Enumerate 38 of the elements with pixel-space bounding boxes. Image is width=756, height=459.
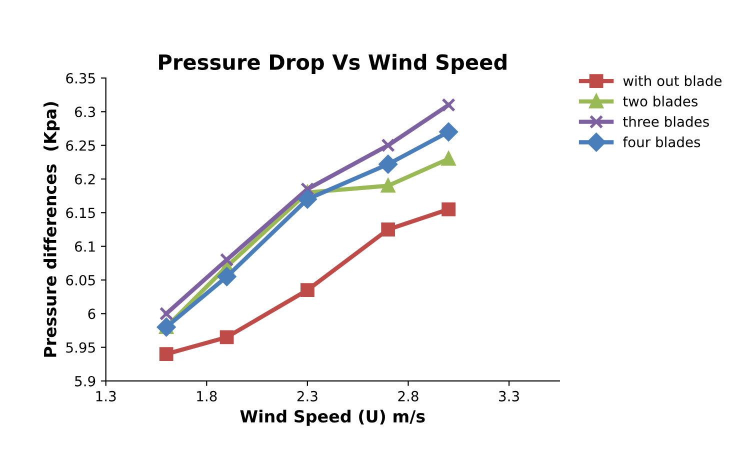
- y-tick-label: 6.25: [66, 140, 95, 151]
- y-tick-label: 6.15: [66, 208, 95, 218]
- point: [218, 267, 236, 286]
- y-tick-label: 5.9: [75, 376, 96, 386]
- legend-label: with out blade: [623, 75, 722, 86]
- y-tick-label: 6.1: [75, 241, 95, 252]
- chart-title: Pressure Drop Vs Wind Speed: [159, 54, 506, 74]
- legend-label: two blades: [623, 96, 698, 107]
- x-tick-label: 1.3: [96, 390, 116, 402]
- legend-label: four blades: [623, 136, 700, 148]
- y-tick-label: 5.95: [66, 342, 95, 353]
- point: [300, 182, 314, 196]
- y-tick-label: 6.2: [75, 174, 95, 184]
- point: [159, 306, 174, 321]
- x-tick-label: 1.8: [197, 390, 217, 402]
- y-tick-label: 6: [88, 308, 96, 320]
- y-tick-label: 6.05: [66, 274, 95, 286]
- point: [381, 138, 396, 152]
- x-tick-label: 2.8: [398, 390, 418, 402]
- y-axis-title: Pressure differences (Kpa): [44, 102, 60, 357]
- point: [159, 347, 174, 361]
- point: [220, 330, 234, 344]
- point: [442, 202, 456, 216]
- point: [298, 190, 317, 208]
- point: [381, 222, 396, 236]
- point: [442, 152, 456, 166]
- x-axis-title: Wind Speed (U) m/s: [240, 410, 425, 426]
- x-tick-label: 2.3: [297, 390, 318, 402]
- legend-label: three blades: [623, 116, 709, 127]
- point: [220, 252, 234, 267]
- point: [442, 98, 456, 112]
- point: [439, 122, 458, 142]
- x-tick-label: 3.3: [499, 390, 519, 402]
- point: [300, 283, 314, 298]
- y-tick-label: 6.3: [75, 106, 96, 118]
- y-tick-label: 6.35: [66, 73, 95, 84]
- point: [381, 178, 396, 193]
- point: [378, 154, 398, 174]
